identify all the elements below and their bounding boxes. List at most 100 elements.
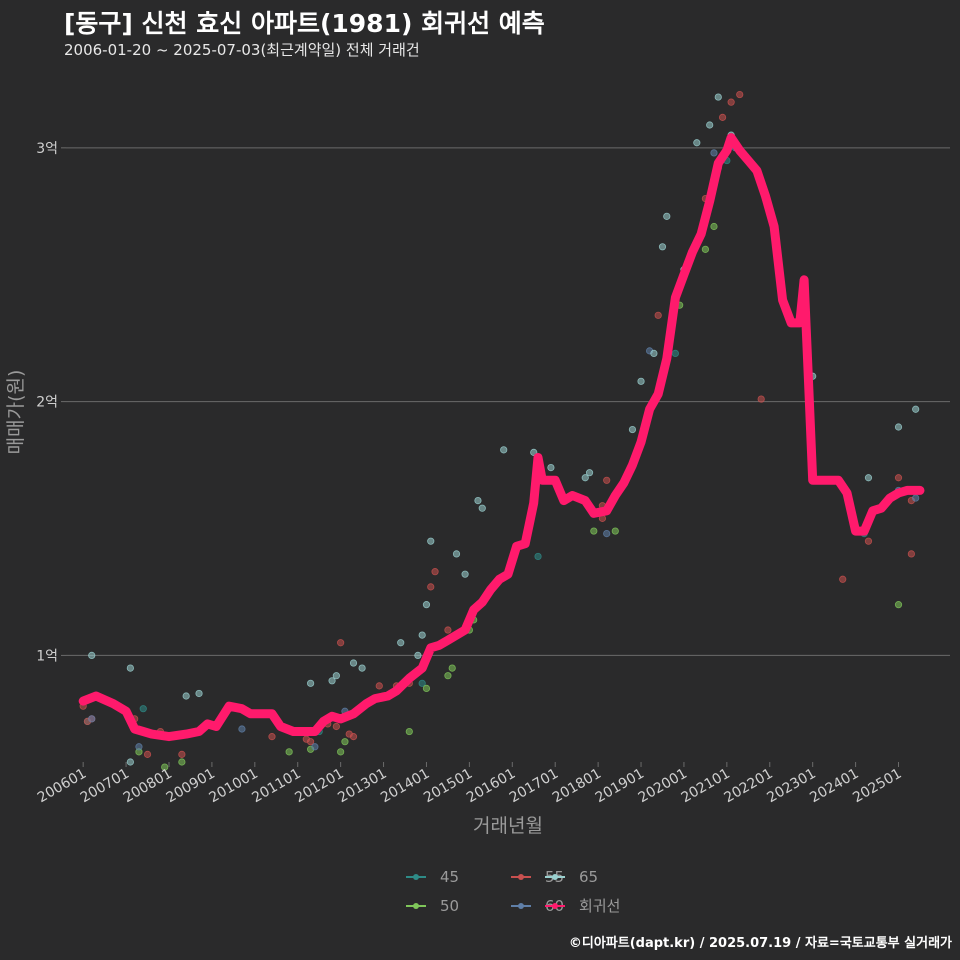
legend-label: 65 [579,868,598,886]
scatter-point-60 [135,743,143,751]
y-tick-label: 2억 [36,395,58,411]
scatter-point-65 [328,677,336,685]
legend-key-dot [518,874,524,880]
scatter-point-55 [727,98,735,106]
scatter-point-60 [238,725,246,733]
x-tick-label: 202501 [850,766,904,807]
scatter-point-65 [332,672,340,680]
scatter-points [79,90,920,771]
scatter-point-60 [603,529,611,538]
regression-line [78,133,925,742]
scatter-point-50 [285,748,293,756]
chart-title: [동구] 신천 효신 아파트(1981) 회귀선 예측 [64,9,545,38]
scatter-point-50 [894,601,903,609]
scatter-point-50 [341,738,349,746]
scatter-point-55 [307,738,315,746]
scatter-point-65 [88,651,96,660]
scatter-point-55 [427,583,435,591]
scatter-point-55 [736,90,744,99]
scatter-point-65 [452,550,461,558]
x-tick-label: 202101 [679,766,733,807]
x-tick-label: 201701 [507,766,561,807]
scatter-point-65 [585,469,594,477]
y-tick-label: 1억 [36,648,58,664]
legend-label: 50 [440,897,459,915]
scatter-point-60 [710,149,718,157]
scatter-point-50 [448,664,456,672]
scatter-point-65 [714,93,722,101]
scatter-point-60 [311,743,319,751]
scatter-point-55 [332,722,340,731]
x-tick-label: 201901 [593,766,647,807]
x-tick-label: 201301 [335,766,389,807]
scatter-point-55 [349,733,358,741]
scatter-point-55 [907,550,915,558]
scatter-point-45 [418,679,426,687]
legend-label: 회귀선 [579,897,620,915]
scatter-point-65 [195,689,203,698]
x-tick-label: 201601 [464,766,518,807]
scatter-point-65 [628,425,637,434]
scatter-point-65 [547,464,555,472]
scatter-point-55 [839,575,847,583]
scatter-point-55 [894,474,903,482]
scatter-point-65 [427,537,435,545]
x-tick-label: 201101 [249,766,303,807]
chart-subtitle: 2006-01-20 ~ 2025-07-03(최근계약일) 전체 거래건 [64,41,420,59]
scatter-point-55 [143,750,152,758]
scatter-point-55 [444,626,452,634]
x-tick-label: 201401 [378,766,432,807]
y-tick-label: 3억 [36,141,58,157]
scatter-point-50 [590,527,598,535]
scatter-point-65 [650,349,658,358]
scatter-point-55 [375,682,383,690]
scatter-point-65 [349,659,358,667]
scatter-point-65 [358,664,366,672]
scatter-point-65 [864,474,873,482]
scatter-point-60 [912,494,920,502]
scatter-point-65 [414,651,422,660]
scatter-point-55 [431,568,439,576]
scatter-point-65 [912,405,920,413]
scatter-point-50 [161,763,169,771]
legend-item-50: 50 [406,897,459,915]
legend-item-45: 45 [406,868,459,886]
grid-layer [66,147,950,656]
scatter-point-50 [337,748,345,756]
scatter-point-55 [268,733,276,741]
scatter-point-65 [397,639,405,647]
scatter-point-55 [864,537,873,545]
x-tick-label: 201801 [550,766,604,807]
scatter-point-50 [710,222,718,231]
x-tick-label: 202301 [764,766,818,807]
scatter-point-55 [718,113,727,121]
scatter-point-65 [182,692,190,700]
scatter-point-65 [307,679,315,687]
x-tick-label: 201501 [421,766,475,807]
scatter-point-65 [126,664,134,672]
scatter-point-65 [418,631,426,639]
scatter-point-65 [658,243,667,251]
scatter-point-65 [663,212,671,220]
x-tick-label: 202401 [807,766,861,807]
legend-item-65: 65 [545,868,598,886]
legend-key-dot [552,903,558,909]
legend-key-dot [518,903,524,909]
x-tick-label: 202201 [721,766,775,807]
x-tick-label: 200701 [78,766,132,807]
x-tick-label: 202001 [636,766,690,807]
legend: 4555655060회귀선 [406,868,620,915]
x-tick-label: 200901 [164,766,218,807]
x-tick-label: 200801 [121,766,175,807]
regression-layer [78,133,925,742]
scatter-point-65 [474,496,482,505]
scatter-point-45 [534,552,542,561]
x-tick-label: 201201 [292,766,346,807]
y-axis-title: 매매가(원) [5,370,27,455]
x-axis-title: 거래년월 [473,815,543,837]
legend-label: 45 [440,868,459,886]
scatter-point-45 [671,349,679,358]
scatter-point-65 [693,139,701,147]
scatter-point-65 [581,474,589,482]
legend-key-dot [413,874,419,880]
